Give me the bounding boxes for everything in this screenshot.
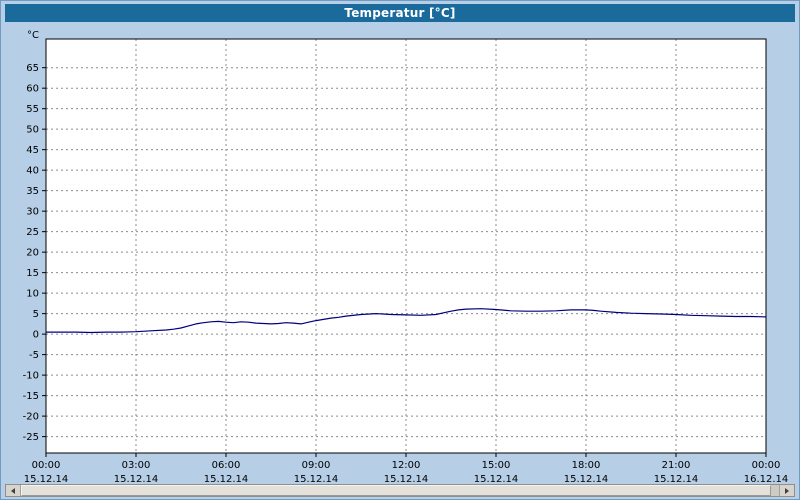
svg-text:09:00: 09:00 xyxy=(302,460,331,471)
svg-text:15.12.14: 15.12.14 xyxy=(564,474,609,485)
svg-text:°C: °C xyxy=(27,30,39,41)
svg-text:12:00: 12:00 xyxy=(392,460,421,471)
svg-text:-25: -25 xyxy=(23,432,39,443)
svg-text:15.12.14: 15.12.14 xyxy=(204,474,249,485)
svg-text:-10: -10 xyxy=(23,371,39,382)
svg-text:-15: -15 xyxy=(23,391,39,402)
scroll-left-button[interactable] xyxy=(6,485,21,496)
window-title: Temperatur [°C] xyxy=(344,6,456,20)
svg-text:10: 10 xyxy=(26,289,39,300)
svg-text:60: 60 xyxy=(26,84,39,95)
svg-text:5: 5 xyxy=(33,309,39,320)
svg-text:25: 25 xyxy=(26,227,39,238)
svg-text:15.12.14: 15.12.14 xyxy=(474,474,519,485)
svg-text:15.12.14: 15.12.14 xyxy=(654,474,699,485)
svg-text:15.12.14: 15.12.14 xyxy=(384,474,429,485)
svg-text:15.12.14: 15.12.14 xyxy=(294,474,339,485)
scrollbar-track[interactable] xyxy=(21,485,779,496)
scroll-right-button[interactable] xyxy=(779,485,794,496)
title-bar: Temperatur [°C] xyxy=(5,4,795,22)
svg-text:15.12.14: 15.12.14 xyxy=(114,474,159,485)
svg-text:00:00: 00:00 xyxy=(32,460,61,471)
left-arrow-icon xyxy=(11,487,15,494)
svg-text:15:00: 15:00 xyxy=(482,460,511,471)
scrollbar-thumb[interactable] xyxy=(21,485,772,496)
svg-text:-5: -5 xyxy=(29,350,39,361)
svg-text:35: 35 xyxy=(26,186,39,197)
svg-text:50: 50 xyxy=(26,125,39,136)
svg-text:06:00: 06:00 xyxy=(212,460,241,471)
svg-text:30: 30 xyxy=(26,207,39,218)
svg-text:16.12.14: 16.12.14 xyxy=(744,474,789,485)
temperature-chart: -25 -20 -15 -10 -5 0 5 10 15 20 25 30 35 40 45 50 55 60 65… xyxy=(23,30,789,485)
svg-text:45: 45 xyxy=(26,145,39,156)
horizontal-scrollbar[interactable] xyxy=(5,484,795,497)
svg-text:00:00: 00:00 xyxy=(752,460,781,471)
svg-text:40: 40 xyxy=(26,166,39,177)
svg-text:65: 65 xyxy=(26,63,39,74)
svg-text:03:00: 03:00 xyxy=(122,460,151,471)
svg-text:20: 20 xyxy=(26,248,39,259)
svg-text:18:00: 18:00 xyxy=(572,460,601,471)
right-arrow-icon xyxy=(785,487,789,494)
svg-text:55: 55 xyxy=(26,104,39,115)
svg-text:0: 0 xyxy=(33,330,39,341)
svg-text:15.12.14: 15.12.14 xyxy=(24,474,69,485)
svg-text:15: 15 xyxy=(26,268,39,279)
svg-text:-20: -20 xyxy=(23,412,39,423)
svg-text:21:00: 21:00 xyxy=(662,460,691,471)
